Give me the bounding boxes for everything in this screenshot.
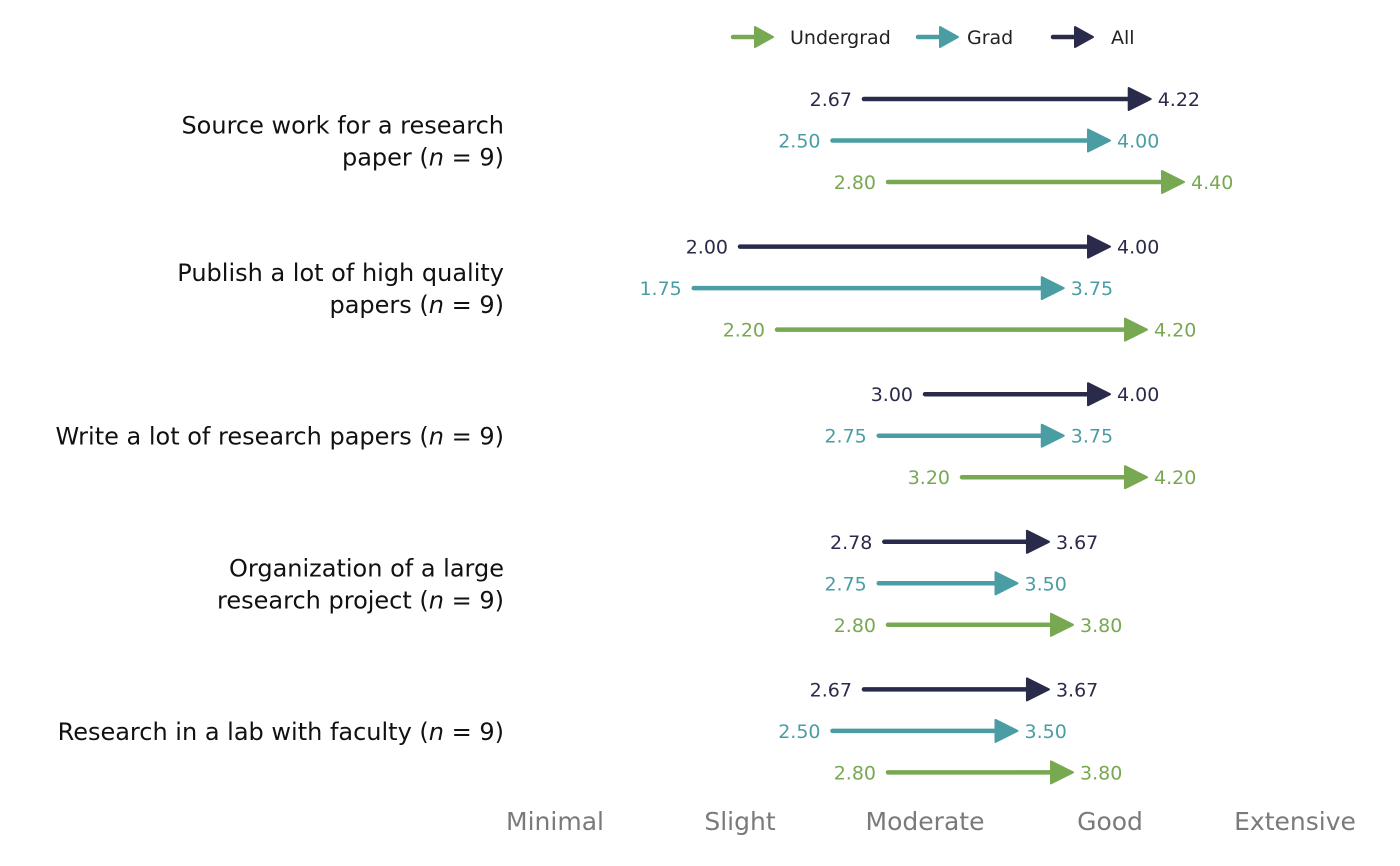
start-value-label: 2.80: [834, 615, 876, 637]
category-label: papers (n = 9): [329, 291, 504, 319]
arrow-marks: 2.67 4.22 2.50 4.00 2.80 4.40 2.00 4.00 1.75 3.75…: [639, 87, 1233, 785]
arrow-all: 2.67 3.67: [810, 677, 1098, 702]
arrow-all: 3.00 4.00: [871, 382, 1159, 407]
start-value-label: 3.00: [871, 384, 913, 406]
arrow-head: [1161, 170, 1185, 194]
start-value-label: 2.80: [834, 762, 876, 784]
start-value-label: 2.67: [810, 89, 852, 111]
start-value-label: 2.50: [778, 131, 820, 153]
arrow-grad: 2.50 4.00: [778, 128, 1159, 153]
legend-item-undergrad: Undergrad: [730, 26, 891, 49]
x-tick-label: Minimal: [506, 807, 604, 836]
arrow-head: [1040, 423, 1065, 448]
arrow-head: [1087, 382, 1111, 407]
arrow-all: 2.00 4.00: [686, 234, 1159, 259]
arrow-head: [1087, 234, 1111, 259]
arrow-head: [1124, 317, 1148, 342]
start-value-label: 1.75: [639, 278, 681, 300]
x-tick-label: Extensive: [1234, 807, 1356, 836]
arrow-grad: 1.75 3.75: [639, 276, 1113, 301]
legend: Undergrad Grad All: [730, 26, 1135, 49]
legend-label: All: [1111, 27, 1135, 49]
legend-arrow-icon: [754, 26, 774, 48]
arrow-head: [1124, 465, 1148, 490]
start-value-label: 2.75: [824, 573, 866, 595]
category-label: Write a lot of research papers (n = 9): [56, 423, 504, 451]
arrow-head: [1040, 276, 1065, 301]
x-tick-label: Moderate: [866, 807, 985, 836]
category-label: Source work for a research: [181, 112, 504, 140]
end-value-label: 4.22: [1158, 89, 1200, 111]
end-value-label: 3.80: [1080, 615, 1122, 637]
arrow-head: [1050, 612, 1074, 637]
category-labels: Source work for a research paper (n = 9) P…: [56, 112, 504, 746]
end-value-label: 4.00: [1117, 237, 1159, 259]
arrow-head: [1050, 760, 1074, 785]
category-label: research project (n = 9): [217, 586, 504, 614]
arrow-undergrad: 2.80 4.40: [834, 170, 1233, 194]
arrow-undergrad: 2.80 3.80: [834, 760, 1122, 785]
start-value-label: 2.75: [824, 426, 866, 448]
arrow-head: [1127, 87, 1152, 111]
arrow-all: 2.67 4.22: [810, 87, 1200, 111]
category-label: Publish a lot of high quality: [177, 259, 504, 287]
legend-item-grad: Grad: [915, 26, 1013, 49]
end-value-label: 4.00: [1117, 384, 1159, 406]
arrow-head: [1025, 677, 1050, 702]
end-value-label: 4.20: [1154, 467, 1196, 489]
start-value-label: 2.78: [830, 532, 872, 554]
start-value-label: 2.67: [810, 679, 852, 701]
legend-arrow-icon: [939, 26, 959, 48]
arrow-head: [994, 571, 1019, 596]
legend-label: Undergrad: [790, 27, 891, 49]
legend-arrow-icon: [1074, 26, 1094, 48]
start-value-label: 2.20: [723, 320, 765, 342]
category-label: Organization of a large: [229, 554, 504, 582]
end-value-label: 4.40: [1191, 172, 1233, 194]
x-axis: Minimal Slight Moderate Good Extensive: [506, 807, 1356, 836]
arrow-undergrad: 2.20 4.20: [723, 317, 1196, 342]
category-label: Research in a lab with faculty (n = 9): [58, 718, 504, 746]
start-value-label: 2.80: [834, 172, 876, 194]
start-value-label: 3.20: [908, 467, 950, 489]
arrow-head: [1087, 128, 1111, 153]
x-tick-label: Slight: [704, 807, 775, 836]
x-tick-label: Good: [1077, 807, 1143, 836]
arrow-grad: 2.75 3.50: [824, 571, 1067, 596]
end-value-label: 3.80: [1080, 762, 1122, 784]
arrow-all: 2.78 3.67: [830, 529, 1098, 554]
end-value-label: 3.67: [1056, 532, 1098, 554]
end-value-label: 4.00: [1117, 131, 1159, 153]
end-value-label: 3.67: [1056, 679, 1098, 701]
end-value-label: 3.75: [1071, 278, 1113, 300]
start-value-label: 2.00: [686, 237, 728, 259]
end-value-label: 3.75: [1071, 426, 1113, 448]
legend-label: Grad: [967, 27, 1013, 49]
end-value-label: 3.50: [1025, 721, 1067, 743]
arrow-head: [1025, 529, 1050, 554]
end-value-label: 4.20: [1154, 320, 1196, 342]
arrow-undergrad: 3.20 4.20: [908, 465, 1196, 490]
arrow-head: [994, 718, 1019, 743]
start-value-label: 2.50: [778, 721, 820, 743]
arrow-undergrad: 2.80 3.80: [834, 612, 1122, 637]
arrow-grad: 2.50 3.50: [778, 718, 1067, 743]
arrow-grad: 2.75 3.75: [824, 423, 1113, 448]
legend-item-all: All: [1050, 26, 1135, 49]
category-label: paper (n = 9): [342, 144, 504, 172]
end-value-label: 3.50: [1025, 573, 1067, 595]
